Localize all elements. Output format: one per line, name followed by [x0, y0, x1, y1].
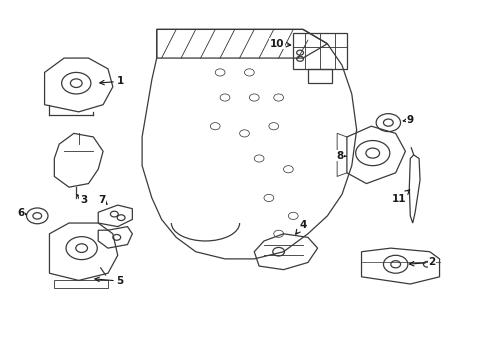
- Text: 5: 5: [95, 276, 123, 286]
- Text: 4: 4: [295, 220, 306, 234]
- Text: 3: 3: [77, 195, 87, 205]
- Text: 9: 9: [403, 115, 413, 125]
- Text: 7: 7: [98, 195, 107, 205]
- Text: 6: 6: [18, 208, 26, 218]
- Text: 10: 10: [269, 39, 290, 49]
- Text: 11: 11: [391, 190, 409, 204]
- Text: 8: 8: [335, 150, 346, 161]
- Text: 1: 1: [100, 76, 123, 86]
- Text: 2: 2: [408, 257, 435, 267]
